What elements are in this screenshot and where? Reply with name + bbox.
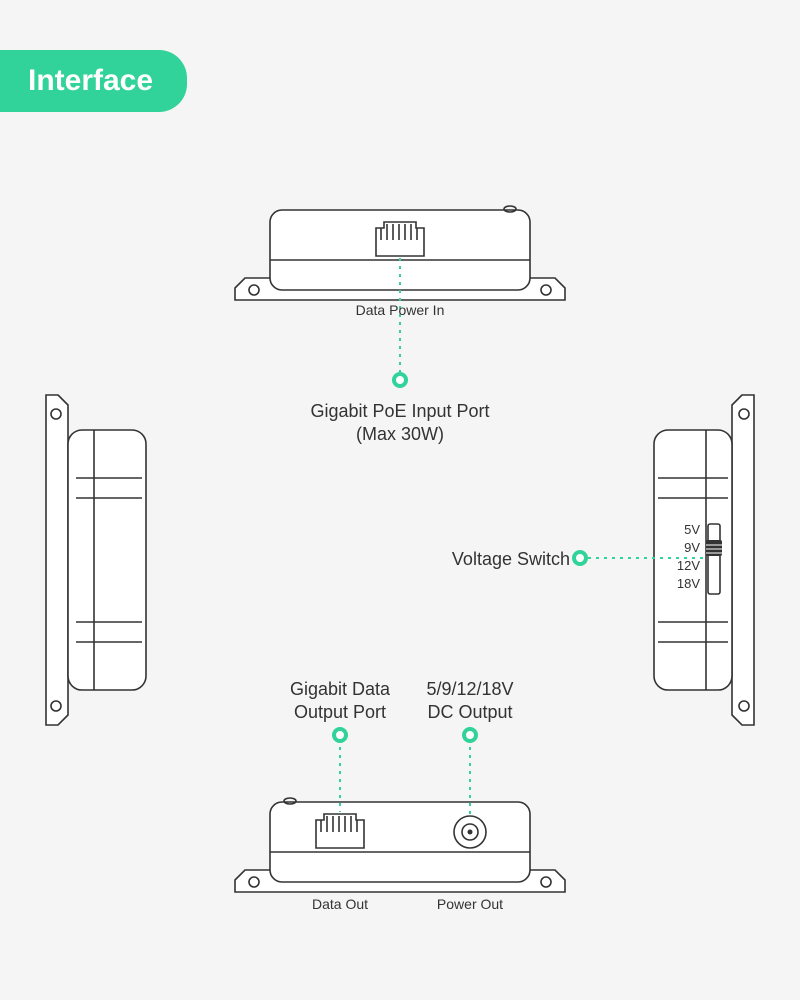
device-left-view [46, 395, 146, 725]
marker-right [572, 550, 588, 566]
callout-right-title: Voltage Switch [420, 548, 570, 571]
dc-jack [454, 816, 486, 848]
interface-diagram: 5V 9V 12V 18V [0, 0, 800, 1000]
marker-br [462, 727, 478, 743]
callout-bl-title: Gigabit Data Output Port [260, 678, 420, 725]
volt-option-0: 5V [684, 522, 700, 537]
rj45-port-top [376, 222, 424, 256]
marker-bl [332, 727, 348, 743]
callout-br-title: 5/9/12/18V DC Output [400, 678, 540, 725]
connector-lines [340, 258, 704, 816]
device-top-view [235, 206, 565, 300]
device-right-view: 5V 9V 12V 18V [654, 395, 754, 725]
voltage-switch [706, 524, 722, 594]
port-label-power-out: Power Out [422, 896, 518, 912]
port-label-top: Data Power In [340, 302, 460, 318]
port-label-data-out: Data Out [292, 896, 388, 912]
volt-option-1: 9V [684, 540, 700, 555]
rj45-port-bottom [316, 814, 364, 848]
callout-top-title: Gigabit PoE Input Port (Max 30W) [290, 400, 510, 447]
volt-option-2: 12V [677, 558, 700, 573]
device-bottom-view [235, 798, 565, 892]
volt-option-3: 18V [677, 576, 700, 591]
marker-top [392, 372, 408, 388]
